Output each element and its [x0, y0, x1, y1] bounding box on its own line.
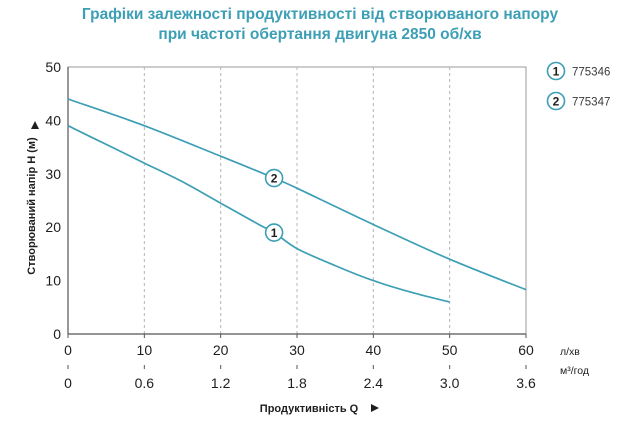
y-axis-label: Створюваний напір H (м) [26, 137, 38, 275]
x-tick-label: 20 [213, 342, 229, 358]
series-marker-label: 2 [271, 171, 278, 185]
x-tick-labels: 0 10 20 30 40 50 60 [64, 334, 534, 358]
x-secondary-tick-label: 0.6 [135, 375, 155, 391]
x-secondary-tick-label: 1.2 [211, 375, 231, 391]
series-line-2 [67, 98, 527, 291]
x-secondary-tick-label: 2.4 [364, 375, 384, 391]
chart-title-line-1: Графіки залежності продуктивності від ст… [81, 6, 559, 23]
x-tick-label: 10 [137, 342, 153, 358]
gridlines [143, 67, 451, 334]
x-axis-arrow-icon [371, 404, 379, 412]
y-tick-labels: 0 10 20 30 40 50 [45, 59, 61, 342]
legend-marker-label: 2 [553, 94, 560, 108]
legend: 1 775346 2 775347 [546, 61, 610, 111]
x-secondary-tick-label: 3.0 [440, 375, 460, 391]
x-tick-label: 60 [518, 342, 534, 358]
y-axis-arrow-icon [31, 121, 39, 129]
x-secondary-tick-label: 0 [64, 375, 72, 391]
x-unit-secondary: м³/год [560, 365, 589, 377]
x-tick-label: 40 [366, 342, 382, 358]
y-tick-label: 50 [45, 59, 61, 75]
x-axis-label: Продуктивність Q [260, 403, 359, 415]
x-tick-label: 0 [64, 342, 72, 358]
y-tick-label: 40 [45, 112, 61, 128]
legend-series-name: 775347 [572, 97, 610, 109]
y-axis-title: Створюваний напір H (м) [26, 121, 39, 275]
chart-title-line-2: при частоті обертання двигуна 2850 об/хв [158, 26, 482, 43]
x-tick-label: 50 [442, 342, 458, 358]
series-marker-2 [264, 168, 284, 188]
y-tick-label: 10 [45, 273, 61, 289]
series-marker-label: 1 [271, 226, 278, 240]
x-tick-label: 30 [289, 342, 305, 358]
y-tick-label: 0 [53, 326, 61, 342]
x-secondary-tick-labels: 0 0.6 1.2 1.8 2.4 3.0 3.6 [64, 365, 536, 391]
x-axis-title: Продуктивність Q [260, 403, 379, 415]
legend-series-name: 775346 [572, 67, 610, 79]
series-marker-1 [264, 223, 284, 242]
legend-marker-2 [546, 91, 566, 111]
series-markers: 12 [264, 168, 284, 242]
x-unit-primary: л/хв [560, 346, 580, 358]
x-secondary-tick-label: 3.6 [516, 375, 536, 391]
y-tick-label: 30 [45, 166, 61, 182]
y-tick-label: 20 [45, 219, 61, 235]
x-secondary-tick-label: 1.8 [287, 375, 307, 391]
legend-marker-1 [546, 61, 566, 81]
legend-marker-label: 1 [553, 64, 560, 78]
